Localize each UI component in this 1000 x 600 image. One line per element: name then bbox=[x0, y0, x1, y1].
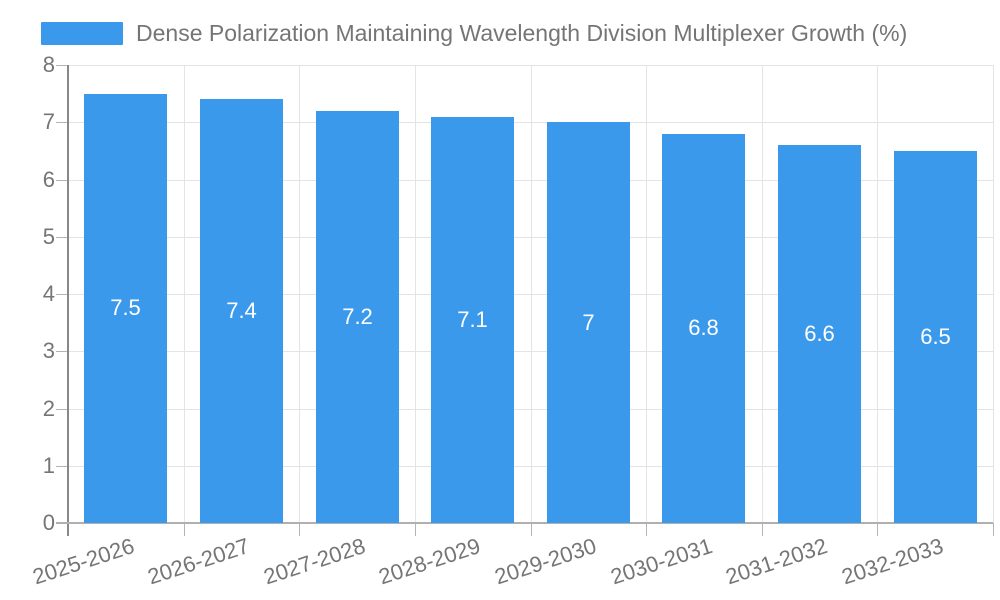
x-axis-tick bbox=[299, 523, 300, 536]
y-axis-tick bbox=[56, 351, 68, 352]
x-axis-tick bbox=[184, 523, 185, 536]
legend-label: Dense Polarization Maintaining Wavelengt… bbox=[136, 20, 908, 46]
y-axis-tick bbox=[56, 122, 68, 123]
v-gridline bbox=[762, 65, 763, 523]
y-axis-tick bbox=[56, 294, 68, 295]
y-axis-label: 5 bbox=[42, 224, 55, 249]
h-gridline bbox=[68, 65, 993, 66]
legend[interactable]: Dense Polarization Maintaining Wavelengt… bbox=[41, 21, 907, 45]
bar-2031-2032[interactable] bbox=[778, 145, 861, 523]
bar-2032-2033[interactable] bbox=[894, 151, 977, 523]
bar-2028-2029[interactable] bbox=[431, 117, 514, 523]
h-gridline bbox=[68, 180, 993, 181]
h-gridline bbox=[68, 409, 993, 410]
h-gridline bbox=[68, 122, 993, 123]
x-axis-tick bbox=[762, 523, 763, 536]
y-axis-line bbox=[67, 65, 69, 536]
x-axis-tick bbox=[646, 523, 647, 536]
y-axis-label: 3 bbox=[42, 338, 55, 363]
x-axis-tick bbox=[531, 523, 532, 536]
x-axis-tick bbox=[877, 523, 878, 536]
h-gridline bbox=[68, 294, 993, 295]
h-gridline bbox=[68, 237, 993, 238]
x-axis-tick bbox=[993, 523, 994, 536]
x-axis-label: 2026-2027 bbox=[144, 533, 253, 590]
x-axis-label: 2025-2026 bbox=[29, 533, 137, 590]
y-axis-tick bbox=[56, 180, 68, 181]
y-axis-tick bbox=[56, 466, 68, 467]
y-axis-label: 8 bbox=[42, 52, 55, 77]
v-gridline bbox=[299, 65, 300, 523]
bar-2026-2027[interactable] bbox=[200, 99, 283, 523]
bar-2025-2026[interactable] bbox=[84, 94, 167, 523]
y-axis-label: 7 bbox=[42, 109, 55, 134]
x-axis-tick bbox=[415, 523, 416, 536]
v-gridline bbox=[993, 65, 994, 523]
v-gridline bbox=[531, 65, 532, 523]
y-axis-label: 1 bbox=[42, 453, 55, 478]
v-gridline bbox=[184, 65, 185, 523]
y-axis-tick bbox=[56, 237, 68, 238]
y-axis-tick bbox=[56, 409, 68, 410]
x-axis-label: 2030-2031 bbox=[607, 533, 716, 590]
x-axis-label: 2027-2028 bbox=[260, 533, 369, 590]
y-axis-label: 4 bbox=[42, 281, 55, 306]
x-axis-label: 2029-2030 bbox=[491, 533, 600, 590]
x-axis-label: 2028-2029 bbox=[376, 533, 484, 590]
legend-swatch[interactable] bbox=[41, 21, 123, 45]
y-axis-tick bbox=[56, 65, 68, 66]
h-gridline bbox=[68, 351, 993, 352]
x-axis-baseline bbox=[56, 522, 993, 524]
bar-2030-2031[interactable] bbox=[662, 134, 745, 523]
y-axis-label: 2 bbox=[42, 396, 55, 421]
y-axis-label: 6 bbox=[42, 167, 55, 192]
bar-2027-2028[interactable] bbox=[316, 111, 399, 523]
x-axis-label: 2032-2033 bbox=[838, 533, 947, 590]
y-axis-label: 0 bbox=[42, 510, 55, 535]
h-gridline bbox=[68, 466, 993, 467]
v-gridline bbox=[646, 65, 647, 523]
x-axis-label: 2031-2032 bbox=[722, 533, 831, 590]
v-gridline bbox=[415, 65, 416, 523]
bar-2029-2030[interactable] bbox=[547, 122, 630, 523]
v-gridline bbox=[877, 65, 878, 523]
